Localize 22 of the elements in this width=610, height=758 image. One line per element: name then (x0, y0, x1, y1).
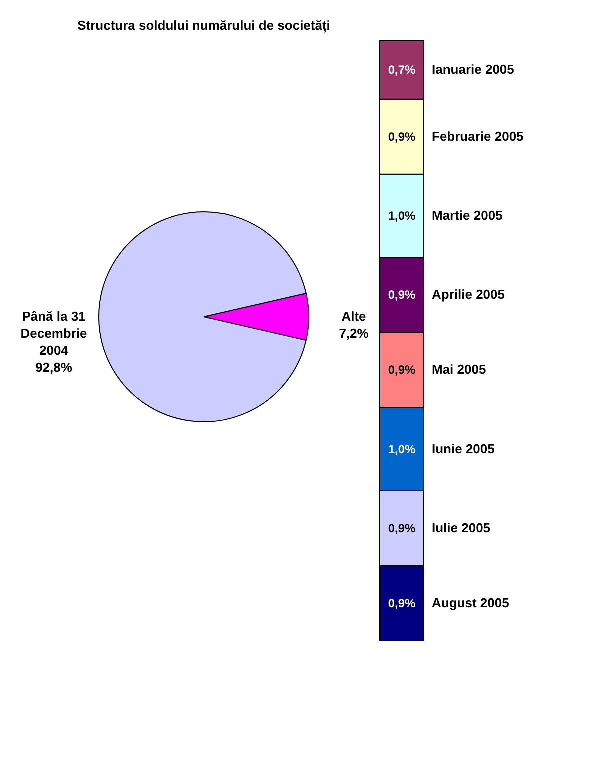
series-label: Martie 2005 (432, 208, 503, 223)
data-label: 0,9% (388, 288, 416, 302)
series-label: Februarie 2005 (432, 128, 524, 144)
data-label: 1,0% (388, 442, 416, 456)
data-label: 1,0% (388, 209, 416, 223)
data-label: 0,9% (388, 363, 416, 378)
pie-slice (98, 212, 307, 422)
data-label: 92,8% (36, 360, 73, 375)
series-label: Mai 2005 (432, 362, 486, 378)
series-label: August 2005 (432, 596, 510, 610)
series-label: Ianuarie 2005 (432, 62, 514, 78)
data-label: 0,9% (388, 522, 416, 536)
data-label: 7,2% (339, 326, 370, 341)
series-label: Aprilie 2005 (432, 287, 505, 302)
data-label: 0,9% (388, 130, 416, 144)
data-label: 0,9% (388, 596, 416, 610)
series-label: Iunie 2005 (432, 441, 495, 456)
slice-label: Până la 31 Decembrie 2004 (20, 309, 88, 358)
slice-label: Alte (342, 309, 366, 324)
chart-title: Structura soldului numărului de societăţi (78, 18, 330, 33)
data-label: 0,7% (388, 63, 416, 78)
series-label: Iulie 2005 (432, 520, 491, 536)
